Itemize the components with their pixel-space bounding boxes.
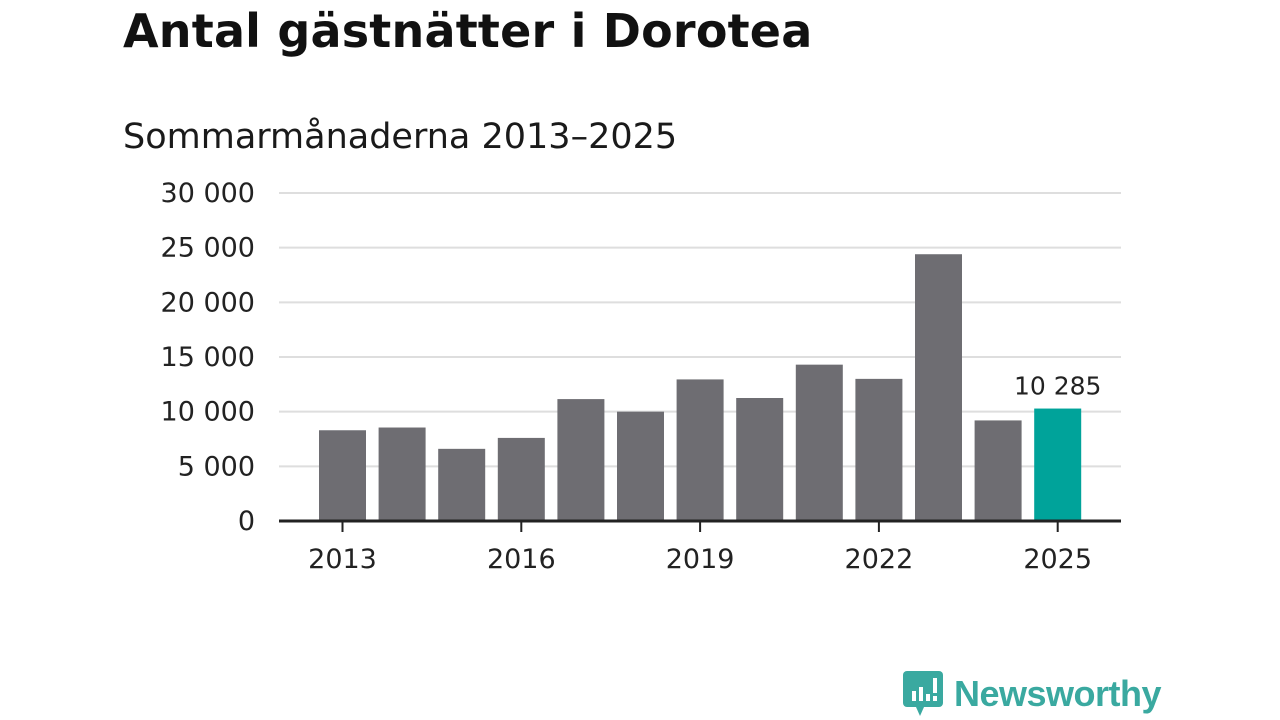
y-tick-label: 15 000 bbox=[161, 342, 255, 373]
y-tick-label: 30 000 bbox=[161, 178, 255, 209]
data-label: 10 285 bbox=[1014, 372, 1101, 401]
y-tick-label: 5 000 bbox=[178, 451, 255, 482]
x-tick-label: 2025 bbox=[1023, 544, 1092, 575]
chart-title: Antal gästnätter i Dorotea bbox=[123, 4, 813, 58]
bar bbox=[855, 378, 903, 521]
bar bbox=[676, 379, 724, 521]
bar bbox=[915, 254, 962, 521]
bar bbox=[497, 437, 545, 521]
bar bbox=[378, 427, 426, 521]
y-tick-label: 25 000 bbox=[161, 233, 255, 264]
bar bbox=[557, 399, 605, 521]
x-tick-label: 2013 bbox=[308, 544, 377, 575]
bar bbox=[438, 448, 486, 521]
bar-highlight bbox=[1034, 408, 1082, 521]
x-tick-label: 2016 bbox=[487, 544, 556, 575]
bar bbox=[974, 420, 1022, 521]
x-tick-label: 2019 bbox=[666, 544, 735, 575]
bar bbox=[795, 364, 843, 521]
y-tick-label: 20 000 bbox=[161, 287, 255, 318]
bar bbox=[319, 430, 366, 521]
chart-subtitle: Sommarmånaderna 2013–2025 bbox=[123, 117, 678, 157]
brand-logo: Newsworthy bbox=[902, 670, 1162, 718]
y-tick-label: 10 000 bbox=[161, 397, 255, 428]
x-tick-label: 2022 bbox=[845, 544, 914, 575]
brand-name: Newsworthy bbox=[954, 673, 1162, 714]
y-tick-label: 0 bbox=[238, 506, 255, 537]
newsworthy-logo-icon bbox=[903, 671, 943, 716]
bar bbox=[736, 398, 784, 521]
bar bbox=[617, 411, 664, 521]
